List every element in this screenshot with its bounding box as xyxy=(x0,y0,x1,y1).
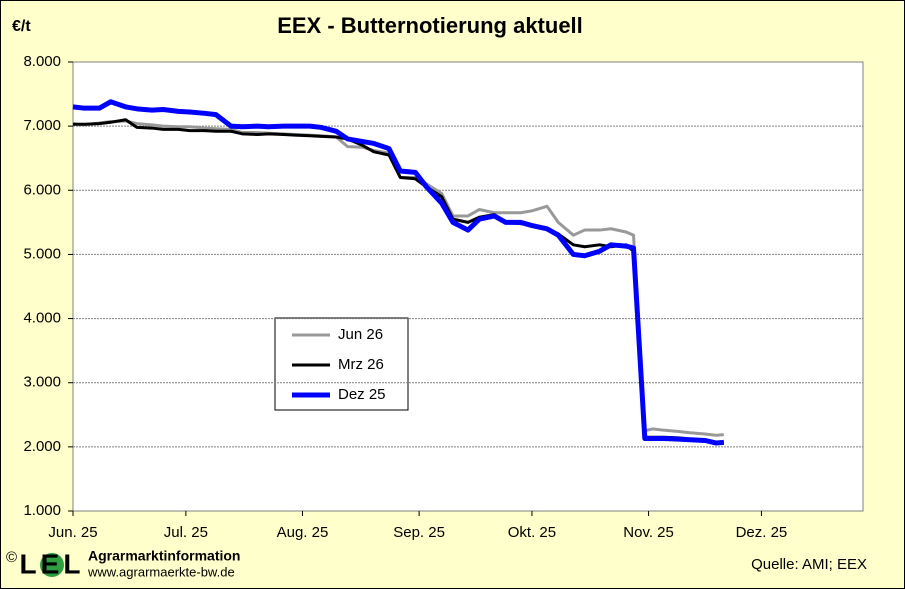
copyright: © xyxy=(6,549,17,566)
y-tick-label: 8.000 xyxy=(23,53,61,70)
y-tick-label: 2.000 xyxy=(23,438,61,455)
legend-label: Jun 26 xyxy=(338,326,383,343)
x-tick-label: Aug. 25 xyxy=(277,524,329,541)
y-tick-label: 6.000 xyxy=(23,181,61,198)
source: Quelle: AMI; EEX xyxy=(751,556,867,573)
x-tick-label: Jul. 25 xyxy=(164,524,208,541)
x-tick-label: Jun. 25 xyxy=(48,524,97,541)
y-tick-label: 4.000 xyxy=(23,310,61,327)
x-tick-label: Sep. 25 xyxy=(393,524,445,541)
legend-label: Mrz 26 xyxy=(338,356,384,373)
y-tick-label: 5.000 xyxy=(23,245,61,262)
org-name: Agrarmarktinformation xyxy=(88,548,240,564)
y-axis-label: €/t xyxy=(12,18,31,35)
x-tick-label: Nov. 25 xyxy=(623,524,674,541)
y-tick-label: 1.000 xyxy=(23,502,61,519)
x-tick-label: Okt. 25 xyxy=(508,524,556,541)
legend-label: Dez 25 xyxy=(338,386,386,403)
series-line xyxy=(72,99,725,446)
plot-area xyxy=(72,61,864,512)
y-tick-label: 3.000 xyxy=(23,374,61,391)
x-tick-label: Dez. 25 xyxy=(736,524,788,541)
chart-title: EEX - Butternotierung aktuell xyxy=(277,13,583,38)
logo-circle xyxy=(40,553,64,577)
org-url: www.agrarmaerkte-bw.de xyxy=(87,564,235,579)
y-tick-label: 7.000 xyxy=(23,117,61,134)
logo: LEL xyxy=(20,548,85,579)
